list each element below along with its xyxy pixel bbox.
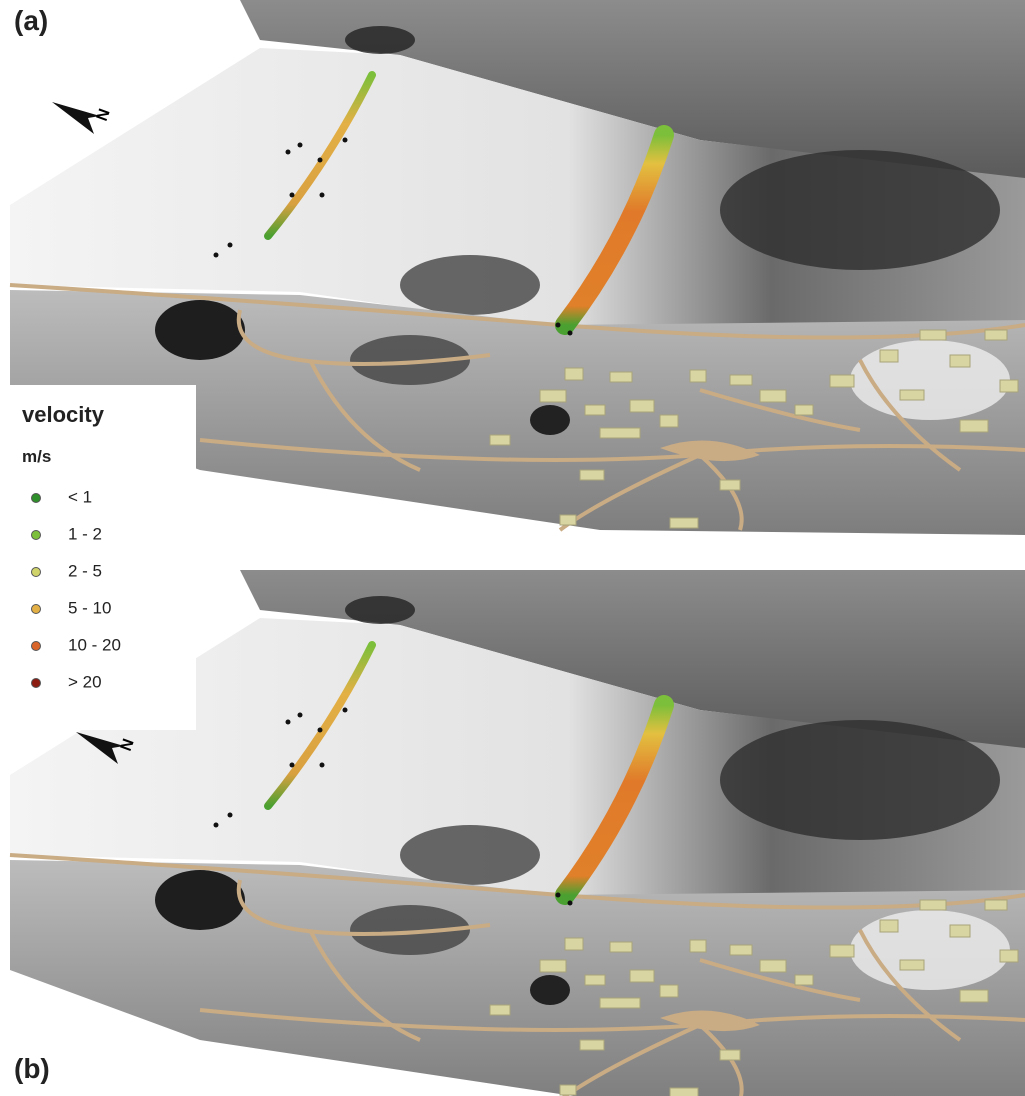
legend-label: 10 - 20	[68, 635, 121, 654]
legend-label: > 20	[68, 672, 102, 691]
legend-label: 1 - 2	[68, 524, 102, 543]
panel-label: (b)	[14, 1053, 50, 1084]
legend-unit: m/s	[22, 447, 51, 466]
legend-swatch	[32, 531, 41, 540]
legend-swatch	[32, 568, 41, 577]
legend-swatch	[32, 605, 41, 614]
figure: N N (a) (b) velocity m/s < 11 - 22 - 55 …	[0, 0, 1025, 1096]
legend-label: < 1	[68, 487, 92, 506]
legend-swatch	[32, 679, 41, 688]
legend-label: 5 - 10	[68, 598, 111, 617]
panel-label: (a)	[14, 5, 48, 36]
legend-swatch	[32, 642, 41, 651]
legend-label: 2 - 5	[68, 561, 102, 580]
legend: velocity m/s < 1 1 - 2 2 - 5 5 - 10 10 - 20 >…	[0, 385, 196, 730]
legend-swatch	[32, 494, 41, 503]
legend-title: velocity	[22, 402, 105, 427]
